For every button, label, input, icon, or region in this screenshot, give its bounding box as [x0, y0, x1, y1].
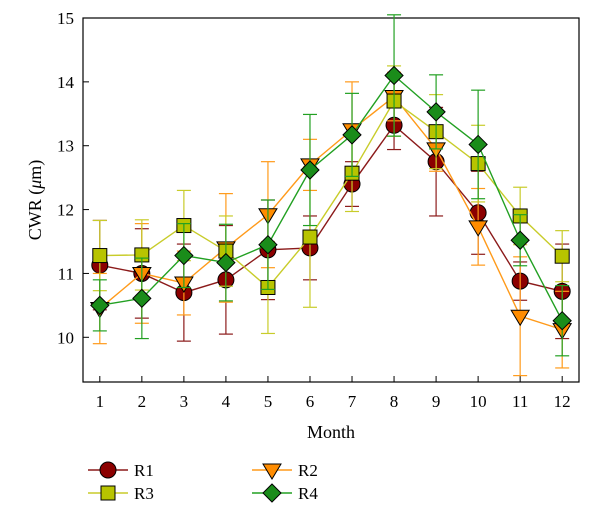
- data-point: [554, 248, 570, 264]
- y-axis: 10 11 12 13 14 15: [57, 9, 89, 347]
- data-point: [92, 248, 108, 264]
- data-point: [90, 295, 110, 316]
- data-point: [174, 245, 194, 266]
- data-point: [300, 160, 320, 180]
- series-r1-line: [99, 124, 563, 294]
- x-tick-label: 7: [348, 392, 357, 411]
- series-r2-line: [99, 95, 563, 331]
- y-tick-label: 10: [57, 328, 74, 347]
- x-tick-label: 12: [554, 392, 571, 411]
- y-tick-label: 13: [57, 137, 74, 156]
- data-point: [510, 309, 531, 327]
- y-tick-label: 15: [57, 9, 74, 28]
- legend-marker: [99, 461, 117, 479]
- data-point: [216, 252, 236, 273]
- legend-item-r4: R4: [252, 483, 318, 503]
- series-layer: [89, 14, 573, 377]
- x-tick-label: 3: [180, 392, 189, 411]
- series-r2: [89, 71, 573, 377]
- x-tick-label: 2: [138, 392, 147, 411]
- legend-item-r3: R3: [88, 484, 154, 503]
- data-point: [132, 288, 152, 309]
- series-r2-error-bars: [92, 71, 570, 377]
- x-tick-label: 11: [512, 392, 528, 411]
- data-point: [258, 234, 278, 255]
- y-tick-label: 12: [57, 201, 74, 220]
- x-tick-label: 9: [432, 392, 441, 411]
- data-point: [468, 220, 489, 237]
- series-r3: [92, 65, 570, 335]
- data-point: [468, 134, 488, 155]
- legend-item-r1: R1: [88, 461, 154, 480]
- data-point: [510, 230, 530, 250]
- y-axis-title-prefix: CWR (: [25, 189, 46, 241]
- x-tick-label: 6: [306, 392, 315, 411]
- legend-item-r2: R2: [252, 461, 318, 480]
- series-r1-error-bars: [92, 100, 570, 342]
- data-point: [302, 229, 318, 245]
- data-point: [342, 125, 362, 145]
- series-r4-line: [99, 74, 563, 322]
- x-tick-label: 8: [390, 392, 399, 411]
- legend-marker: [100, 485, 116, 501]
- series-r1: [91, 100, 571, 342]
- series-r3-error-bars: [92, 65, 570, 335]
- legend-label: R1: [134, 461, 154, 480]
- y-axis-title: CWR (μm): [25, 160, 46, 241]
- x-axis: 1 2 3 4 5 6 7 8 9 10 11 12: [96, 376, 571, 411]
- y-tick-label: 14: [57, 73, 75, 92]
- series-r4: [90, 14, 572, 357]
- x-tick-label: 5: [264, 392, 273, 411]
- data-point: [384, 65, 404, 86]
- legend-marker: [262, 463, 282, 480]
- data-point: [426, 102, 446, 122]
- data-point: [552, 310, 572, 331]
- y-axis-title-unit: μ: [25, 180, 45, 190]
- x-axis-title: Month: [307, 422, 355, 442]
- y-axis-title-suffix: m): [25, 160, 46, 180]
- series-r4-error-bars: [92, 14, 570, 357]
- legend-label: R2: [298, 461, 318, 480]
- legend-label: R3: [134, 484, 154, 503]
- legend-label: R4: [298, 484, 318, 503]
- legend-marker: [262, 483, 282, 503]
- plot-frame: [82, 17, 580, 383]
- x-tick-label: 4: [222, 392, 231, 411]
- y-tick-label: 11: [58, 264, 74, 283]
- x-tick-label: 1: [96, 392, 105, 411]
- x-tick-label: 10: [470, 392, 487, 411]
- legend: R1 R3 R2 R4: [88, 461, 318, 503]
